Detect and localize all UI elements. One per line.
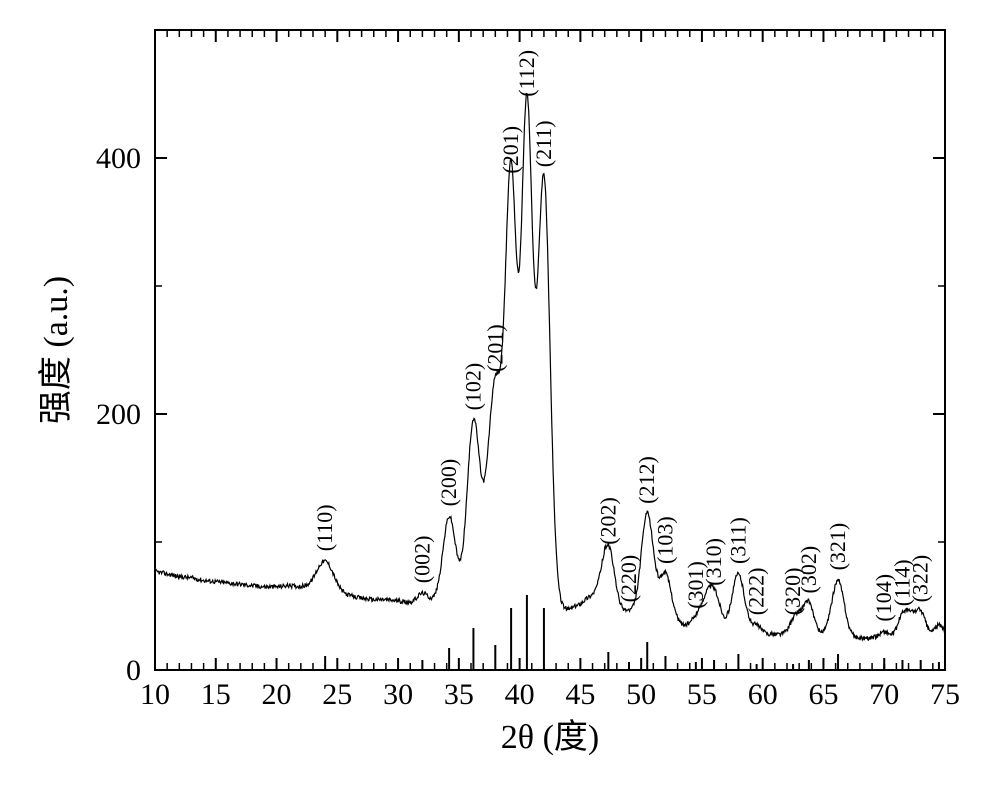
- y-axis-label: 强度 (a.u.): [37, 276, 75, 424]
- x-tick-label: 45: [565, 678, 595, 711]
- peak-label: (211): [531, 120, 556, 167]
- x-tick-label: 70: [869, 678, 899, 711]
- x-tick-label: 40: [505, 678, 535, 711]
- peak-label: (200): [436, 459, 461, 507]
- x-axis-label: 2θ (度): [501, 718, 599, 756]
- peak-label: (103): [652, 516, 677, 564]
- peak-label: (302): [796, 546, 821, 594]
- peak-label: (201): [482, 324, 507, 372]
- x-tick-label: 75: [930, 678, 960, 711]
- peak-label: (322): [908, 555, 933, 603]
- x-tick-label: 60: [748, 678, 778, 711]
- x-tick-label: 15: [201, 678, 231, 711]
- x-tick-label: 25: [322, 678, 352, 711]
- peak-label: (310): [701, 538, 726, 586]
- x-tick-label: 10: [140, 678, 170, 711]
- y-tick-label: 200: [96, 398, 141, 431]
- x-tick-label: 65: [808, 678, 838, 711]
- peak-label: (311): [725, 517, 750, 564]
- x-tick-label: 55: [687, 678, 717, 711]
- peak-label: (110): [312, 504, 337, 551]
- peak-label: (002): [409, 536, 434, 584]
- xrd-chart: 10 15 20 25 30 35 40 45 50 55 60 65 70 75 0 200 400 2θ (度…: [0, 0, 1000, 794]
- peak-label: (202): [595, 497, 620, 545]
- peak-label: (212): [634, 456, 659, 504]
- x-tick-label: 20: [262, 678, 292, 711]
- y-tick-label: 400: [96, 142, 141, 175]
- x-tick-label: 50: [626, 678, 656, 711]
- peak-label: (321): [825, 523, 850, 571]
- peak-label: (112): [514, 50, 539, 97]
- peak-label: (220): [616, 555, 641, 603]
- chart-svg: 10 15 20 25 30 35 40 45 50 55 60 65 70 75 0 200 400 2θ (度…: [0, 0, 1000, 794]
- peak-label: (201): [498, 126, 523, 174]
- y-tick-label: 0: [126, 654, 141, 687]
- x-tick-label: 35: [444, 678, 474, 711]
- x-tick-label: 30: [383, 678, 413, 711]
- peak-label: (222): [744, 568, 769, 616]
